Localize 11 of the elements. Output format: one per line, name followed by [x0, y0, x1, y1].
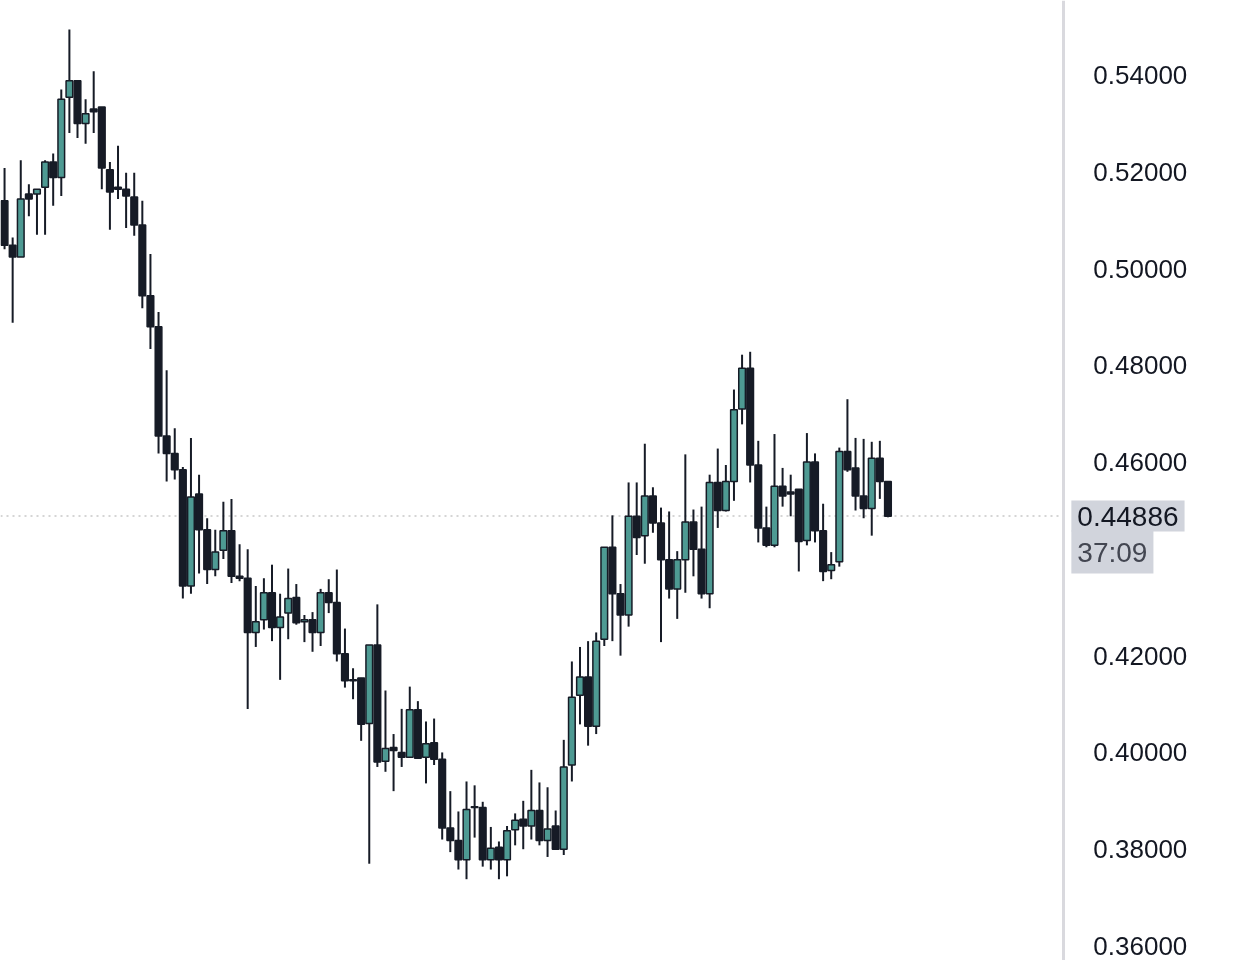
y-tick-label: 0.40000	[1093, 737, 1188, 768]
y-tick-label: 0.42000	[1093, 640, 1188, 671]
annotation: 37:09	[1077, 536, 1148, 568]
y-tick-label: 0.38000	[1093, 834, 1188, 865]
y-tick-label: 0.50000	[1093, 253, 1188, 284]
ref-line-label: 0.44886	[1077, 500, 1179, 532]
y-tick-label: 0.54000	[1093, 60, 1188, 91]
y-tick-label: 0.36000	[1093, 930, 1188, 961]
y-tick-label: 0.48000	[1093, 350, 1188, 381]
y-tick-label: 0.52000	[1093, 156, 1188, 187]
y-tick-label: 0.46000	[1093, 447, 1188, 478]
